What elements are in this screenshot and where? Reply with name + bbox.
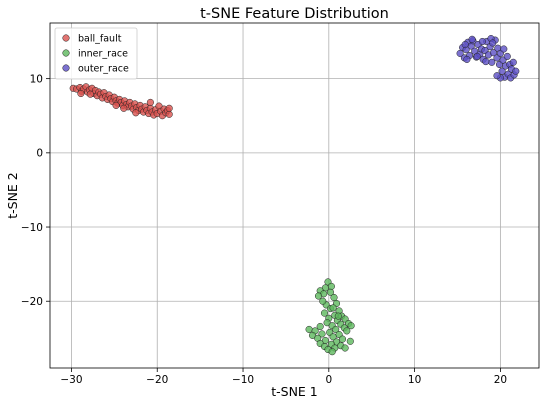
data-point	[503, 52, 511, 60]
x-tick-label: −30	[60, 374, 82, 386]
series-outer-race	[456, 35, 520, 82]
data-point	[329, 304, 337, 312]
data-point	[456, 49, 464, 57]
data-point	[305, 325, 313, 333]
data-point	[461, 40, 469, 49]
series-ball-fault	[69, 83, 173, 120]
data-point	[146, 98, 154, 106]
y-axis-label: t-SNE 2	[5, 172, 20, 219]
legend-marker	[62, 34, 70, 42]
data-point	[165, 104, 173, 112]
data-point	[488, 58, 496, 66]
data-point	[318, 330, 326, 338]
data-point	[112, 101, 120, 109]
x-tick-label: 0	[325, 374, 332, 386]
data-point	[328, 348, 336, 356]
data-point	[329, 333, 337, 341]
legend: ball_fault inner_race outer_race	[54, 27, 138, 80]
data-point	[478, 37, 486, 46]
data-point	[330, 293, 338, 302]
y-tick-label: 0	[36, 148, 43, 160]
data-point	[326, 288, 335, 296]
data-point	[314, 292, 323, 300]
data-point	[509, 58, 517, 66]
series-inner-race	[305, 278, 355, 356]
data-point	[86, 90, 94, 98]
data-point	[468, 35, 476, 43]
x-tick-label: −20	[146, 374, 168, 386]
data-point	[320, 309, 329, 317]
data-point	[346, 337, 354, 345]
y-tick-label: 10	[30, 73, 43, 85]
x-axis-label: t-SNE 1	[271, 384, 318, 399]
data-point	[316, 322, 324, 331]
data-point	[498, 67, 506, 75]
data-point	[343, 327, 351, 335]
legend-label: outer_race	[78, 63, 129, 74]
scatter-points	[69, 35, 520, 356]
data-point	[332, 325, 340, 333]
data-point	[341, 344, 349, 352]
axis-ticks: −30 −20 −10 0 10 20 −20 −10 0 10	[21, 73, 507, 386]
data-point	[327, 282, 335, 290]
x-tick-label: 10	[408, 374, 421, 386]
legend-label: ball_fault	[78, 33, 122, 44]
data-point	[165, 110, 173, 118]
data-point	[77, 89, 85, 98]
x-tick-label: −10	[232, 374, 254, 386]
data-point	[473, 52, 481, 60]
y-tick-label: −20	[21, 296, 43, 308]
legend-marker	[62, 64, 70, 72]
data-point	[347, 322, 355, 330]
data-point	[132, 109, 140, 117]
data-point	[493, 72, 501, 80]
legend-box	[54, 27, 138, 80]
data-point	[489, 39, 497, 47]
data-point	[334, 312, 342, 320]
chart-title: t-SNE Feature Distribution	[200, 6, 389, 22]
plot-frame	[49, 22, 540, 369]
data-point	[512, 67, 520, 75]
data-point	[338, 335, 347, 343]
data-point	[319, 297, 327, 305]
legend-marker	[62, 49, 70, 57]
data-point	[120, 104, 128, 112]
data-point	[482, 58, 490, 66]
data-point	[489, 49, 498, 57]
y-tick-label: −10	[21, 222, 43, 234]
data-point	[500, 45, 508, 53]
data-point	[463, 55, 471, 63]
x-tick-label: 20	[494, 374, 507, 386]
legend-label: inner_race	[78, 48, 128, 59]
